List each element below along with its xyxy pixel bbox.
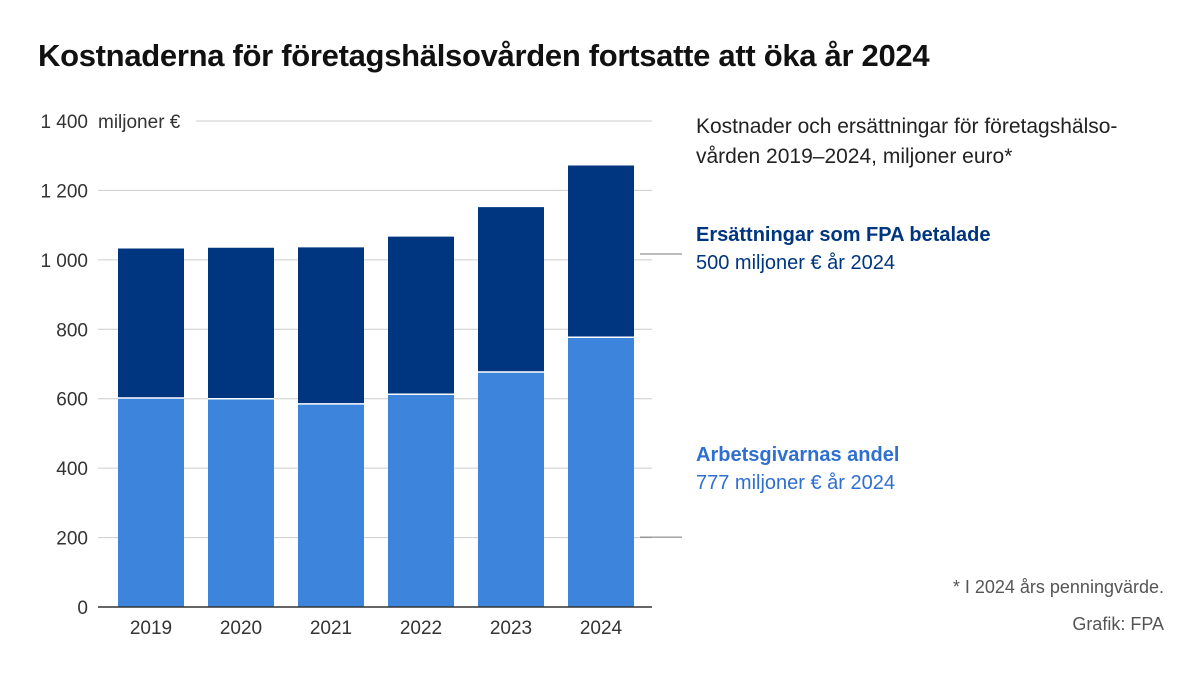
footnote: * I 2024 års penningvärde. <box>952 577 1164 597</box>
bar-employer-2024 <box>568 337 634 607</box>
x-tick-label-2021: 2021 <box>310 618 352 639</box>
bar-employer-2021 <box>298 403 364 607</box>
y-tick-label: 0 <box>77 598 88 619</box>
bar-fpa-2020 <box>208 247 274 399</box>
x-tick-label-2023: 2023 <box>490 618 532 639</box>
legend-employer-value: 777 miljoner € år 2024 <box>696 472 896 494</box>
bar-fpa-2021 <box>298 246 364 404</box>
legend-fpa-value: 500 miljoner € år 2024 <box>696 252 896 274</box>
bar-employer-2020 <box>208 398 274 607</box>
y-unit-label: miljoner € <box>98 112 181 133</box>
bar-employer-2023 <box>478 371 544 607</box>
y-tick-label: 600 <box>56 390 88 411</box>
legend-employer-name: Arbetsgivarnas andel <box>696 444 900 466</box>
legend-fpa: Ersättningar som FPA betalade 500 miljon… <box>696 221 991 277</box>
bar-fpa-2023 <box>478 206 544 372</box>
chart-title: Kostnaderna för företagshälsovården fort… <box>38 38 930 73</box>
credit: Grafik: FPA <box>1072 614 1164 634</box>
x-tick-label-2019: 2019 <box>130 618 172 639</box>
bar-fpa-2019 <box>118 247 184 399</box>
x-tick-label-2024: 2024 <box>580 618 623 639</box>
y-tick-label: 200 <box>56 529 88 550</box>
x-tick-label-2022: 2022 <box>400 618 442 639</box>
bar-fpa-2022 <box>388 235 454 395</box>
y-tick-label: 1 400 <box>40 112 88 133</box>
bar-fpa-2024 <box>568 164 634 338</box>
y-tick-label: 1 000 <box>40 251 88 272</box>
legend-employer: Arbetsgivarnas andel 777 miljoner € år 2… <box>696 441 899 497</box>
legend-fpa-name: Ersättningar som FPA betalade <box>696 224 991 246</box>
chart-subtitle: Kostnader och ersättningar för företagsh… <box>696 115 1118 168</box>
x-tick-label-2020: 2020 <box>220 618 262 639</box>
bar-employer-2019 <box>118 398 184 607</box>
y-tick-label: 400 <box>56 459 88 480</box>
y-tick-label: 1 200 <box>40 181 88 202</box>
y-tick-label: 800 <box>56 320 88 341</box>
bar-employer-2022 <box>388 394 454 607</box>
